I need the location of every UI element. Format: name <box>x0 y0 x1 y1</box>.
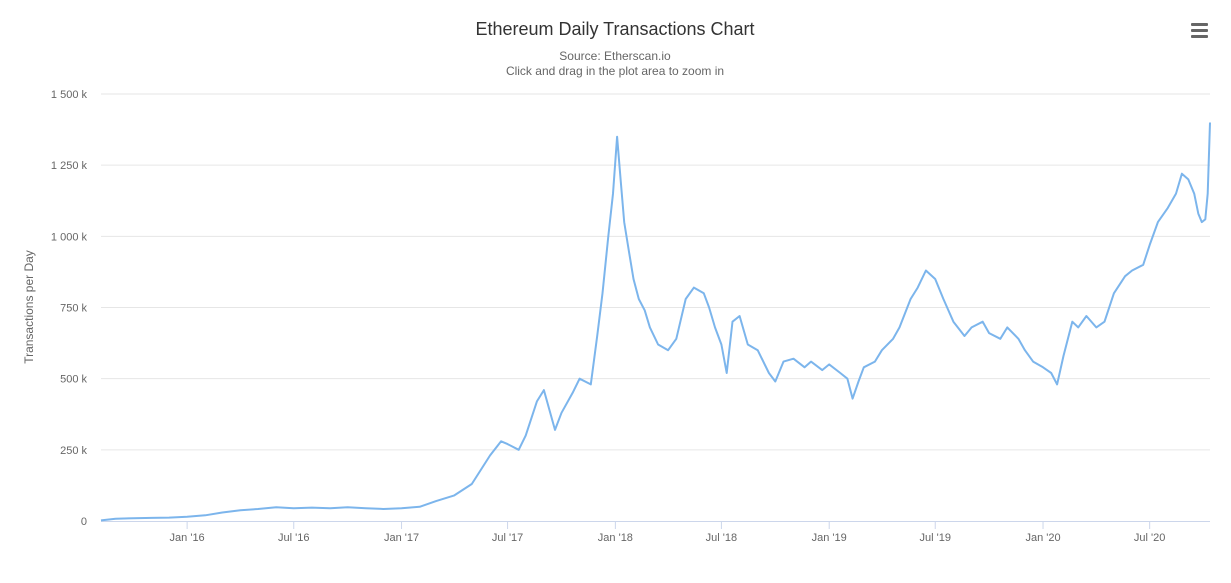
grid-lines <box>101 93 1210 451</box>
chart-subtitle-source: Source: Etherscan.io <box>559 49 671 63</box>
x-tick-label: Jul '20 <box>1134 532 1165 544</box>
y-axis-title: Transactions per Day <box>22 250 36 364</box>
x-tick-label: Jul '19 <box>920 532 951 544</box>
y-tick-label: 0 <box>81 516 87 528</box>
y-tick-label: 500 k <box>60 374 87 386</box>
x-tick-label: Jan '17 <box>384 532 419 544</box>
chart-title: Ethereum Daily Transactions Chart <box>475 19 754 39</box>
y-tick-label: 1 500 k <box>51 89 88 101</box>
x-tick-label: Jan '18 <box>598 532 633 544</box>
x-axis-ticks: Jan '16 Jul '16 Jan '17 Jul '17 Jan '18 Jul '… <box>170 521 1165 544</box>
x-tick-label: Jul '18 <box>706 532 737 544</box>
x-tick-label: Jan '20 <box>1025 532 1060 544</box>
y-axis-ticks: 0 250 k 500 k 750 k 1 000 k 1 250 k 1 500 k <box>51 89 88 528</box>
series-line-0[interactable] <box>100 122 1211 522</box>
x-tick-label: Jul '17 <box>492 532 523 544</box>
y-tick-label: 750 k <box>60 303 87 315</box>
y-tick-label: 1 250 k <box>51 160 88 172</box>
x-tick-label: Jan '16 <box>170 532 205 544</box>
hamburger-menu-icon[interactable] <box>1186 18 1212 42</box>
x-tick-label: Jan '19 <box>812 532 847 544</box>
plot-area[interactable] <box>100 122 1211 522</box>
x-tick-label: Jul '16 <box>278 532 309 544</box>
y-tick-label: 250 k <box>60 445 87 457</box>
y-tick-label: 1 000 k <box>51 231 88 243</box>
chart-subtitle-hint: Click and drag in the plot area to zoom … <box>506 64 724 78</box>
